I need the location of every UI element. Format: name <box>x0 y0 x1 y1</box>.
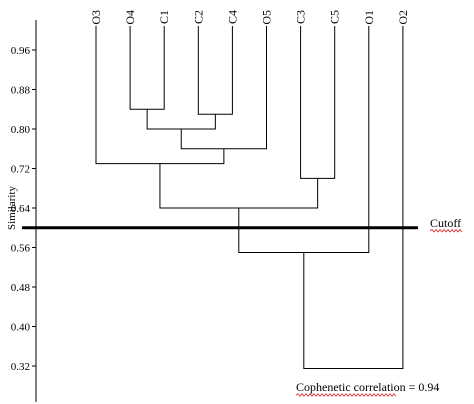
y-tick-label: 0.32 <box>11 361 30 373</box>
annotation-spellcheck-underline <box>295 393 397 397</box>
dendrogram-link <box>159 163 319 209</box>
leaf-label: C2 <box>191 10 205 24</box>
cophenetic-annotation: Cophenetic correlation = 0.94 <box>296 380 439 394</box>
y-tick-label: 0.40 <box>11 322 31 334</box>
y-tick-label: 0.96 <box>11 45 31 57</box>
dendrogram-link <box>300 26 336 179</box>
dendrogram-link <box>303 26 404 369</box>
leaf-label: O3 <box>89 10 103 25</box>
leaf-label: O2 <box>396 10 410 25</box>
dendrogram-link <box>95 26 225 165</box>
leaf-label: O4 <box>123 10 137 25</box>
y-tick-label: 0.72 <box>11 164 30 176</box>
leaf-label: O5 <box>260 10 274 25</box>
y-tick-label: 0.56 <box>11 243 31 255</box>
dendrogram-link <box>180 26 267 150</box>
leaf-label: C5 <box>328 10 342 24</box>
y-axis-ticks: 0.96 0.88 0.80 0.72 0.64 0.56 0.48 0.40 0.32 <box>11 45 36 373</box>
dendrogram-link <box>238 26 370 253</box>
dendrogram-link <box>146 109 216 130</box>
y-tick-label: 0.48 <box>11 282 31 294</box>
cutoff-group: Cutoff <box>22 216 463 233</box>
dendrogram-link <box>197 26 233 115</box>
leaf-label: C4 <box>225 10 239 24</box>
dendrogram-link <box>129 26 165 110</box>
y-tick-label: 0.80 <box>11 124 31 136</box>
annotation-group: Cophenetic correlation = 0.94 <box>295 380 439 397</box>
cutoff-spellcheck-underline <box>429 228 463 233</box>
y-tick-label: 0.88 <box>11 85 31 97</box>
leaf-label: O1 <box>362 10 376 25</box>
y-axis-label: Similarity <box>6 186 18 231</box>
leaf-labels: O3 O4 C1 C2 C4 O5 C3 C5 O1 O2 <box>89 10 410 25</box>
leaf-label: C1 <box>157 10 171 24</box>
leaf-label: C3 <box>294 10 308 24</box>
dendrogram-links <box>95 26 404 369</box>
cutoff-label: Cutoff <box>430 216 461 230</box>
y-tick-label: 0.64 <box>11 203 31 215</box>
